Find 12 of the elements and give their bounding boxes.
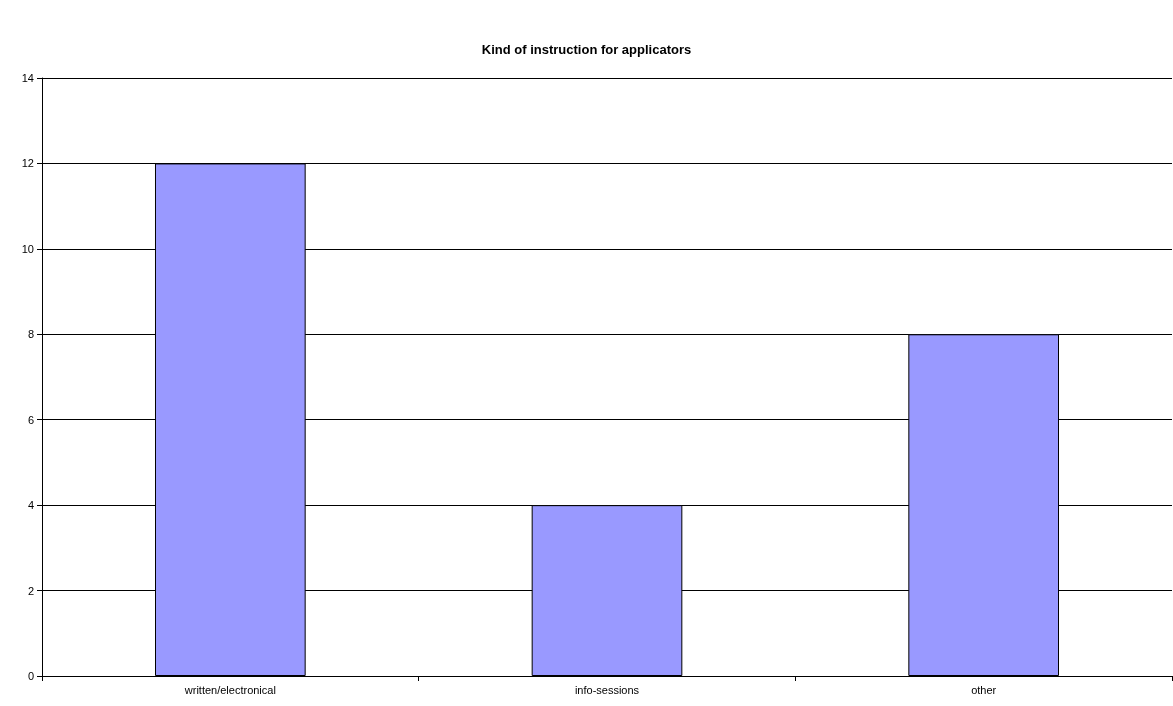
x-tick-label: info-sessions: [574, 683, 640, 696]
x-tick-label: written/electronical: [183, 683, 276, 696]
y-tick-label: 4: [27, 499, 34, 512]
y-tick-label: 12: [21, 157, 34, 170]
x-tick-label: other: [971, 683, 997, 696]
y-tick-label: 0: [27, 670, 34, 682]
y-tick-label: 6: [27, 413, 34, 426]
chart-title: Kind of instruction for applicators: [481, 42, 692, 57]
y-tick-label: 8: [27, 328, 34, 341]
y-tick-label: 2: [27, 584, 34, 597]
y-tick-label: 14: [21, 72, 34, 84]
y-tick-label: 10: [21, 242, 34, 255]
